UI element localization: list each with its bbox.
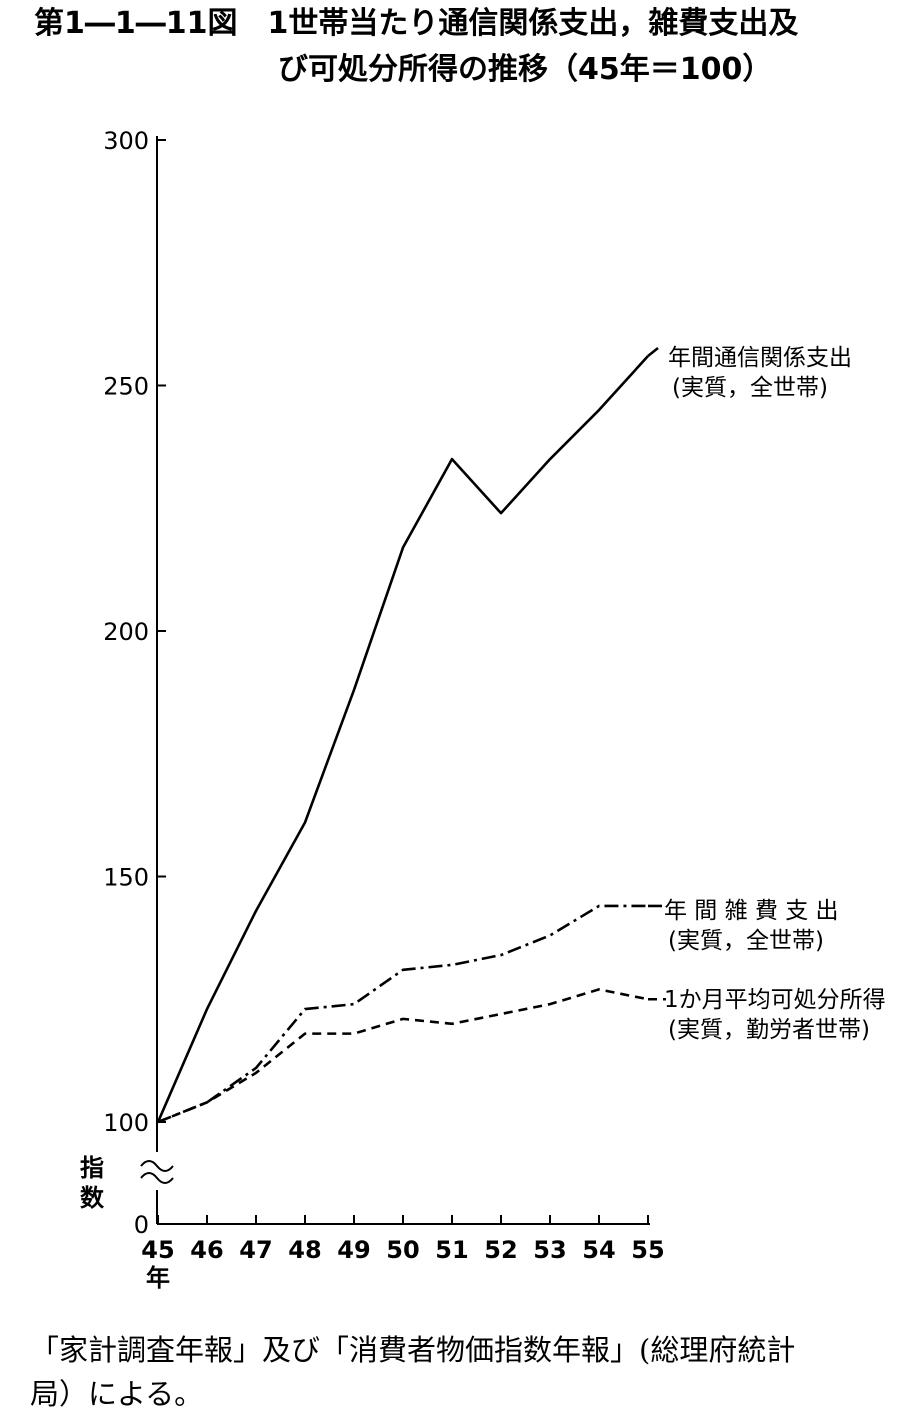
y-tick-label: 0 bbox=[134, 1211, 149, 1239]
x-tick-label: 49 bbox=[337, 1236, 370, 1264]
series-line bbox=[156, 355, 649, 1123]
x-tick-label: 47 bbox=[239, 1236, 272, 1264]
series-labels: 年間通信関係支出 (実質，全世帯) 年 間 雑 費 支 出 (実質，全世帯) 1か月平均… bbox=[664, 345, 886, 1043]
series-label-line2: (実質，勤労者世帯) bbox=[668, 1017, 870, 1043]
chart-title-line2: び可処分所得の推移（45年＝100） bbox=[278, 52, 773, 87]
x-tick-label: 52 bbox=[484, 1236, 517, 1264]
series-label-line1: 年間通信関係支出 bbox=[668, 345, 852, 371]
y-tick-label: 300 bbox=[103, 127, 149, 155]
series-line bbox=[157, 988, 649, 1124]
x-tick-label: 48 bbox=[288, 1236, 321, 1264]
axis-break-mark bbox=[140, 1160, 174, 1172]
series-label-line1: 1か月平均可処分所得 bbox=[664, 987, 886, 1013]
source-note-line2: 局）による。 bbox=[30, 1377, 204, 1411]
axis-break-mark bbox=[140, 1172, 174, 1184]
chart-axes: 0 100 150 200 250 300 指数 45 46 47 48 49 50 51 52 53 54 55… bbox=[80, 127, 665, 1292]
y-axis-label-char: 数 bbox=[80, 1184, 105, 1212]
series-line bbox=[157, 904, 648, 1124]
x-axis-label: 年 bbox=[146, 1264, 170, 1292]
x-tick-label: 55 bbox=[631, 1236, 664, 1264]
y-tick-label: 200 bbox=[103, 618, 149, 646]
x-tick-label: 51 bbox=[435, 1236, 468, 1264]
x-tick-label: 45 bbox=[141, 1236, 174, 1264]
x-tick-label: 54 bbox=[582, 1236, 615, 1264]
chart-series bbox=[156, 347, 666, 1124]
x-tick-label: 50 bbox=[386, 1236, 419, 1264]
x-tick-label: 46 bbox=[190, 1236, 223, 1264]
y-axis-label-char: 指 bbox=[80, 1154, 104, 1182]
series-label-line2: (実質，全世帯) bbox=[668, 928, 824, 954]
y-tick-label: 100 bbox=[103, 1109, 149, 1137]
series-label-line2: (実質，全世帯) bbox=[672, 375, 828, 401]
source-note-line1: 「家計調査年報」及び「消費者物価指数年報」(総理府統計 bbox=[30, 1333, 796, 1367]
series-label-line1: 年 間 雑 費 支 出 bbox=[664, 898, 839, 924]
line-chart: 0 100 150 200 250 300 指数 45 46 47 48 49 50 51 52 53 54 55… bbox=[80, 127, 886, 1292]
y-tick-label: 150 bbox=[103, 864, 149, 892]
chart-title-line1: 第1―1―11図 1世帯当たり通信関係支出，雑費支出及 bbox=[34, 6, 799, 41]
y-tick-label: 250 bbox=[103, 373, 149, 401]
x-tick-label: 53 bbox=[533, 1236, 566, 1264]
series-line-end bbox=[647, 347, 659, 358]
